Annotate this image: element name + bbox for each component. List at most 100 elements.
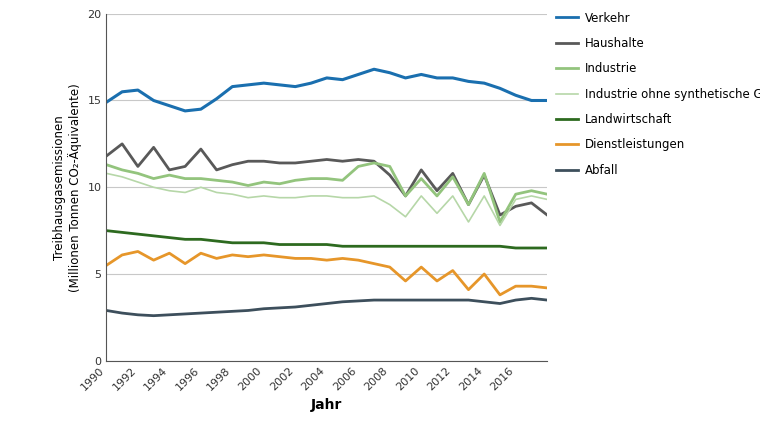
Verkehr [228, 84, 237, 89]
Industrie [322, 176, 331, 181]
Dienstleistungen [102, 263, 111, 268]
Verkehr [149, 98, 158, 103]
Landwirtschaft [464, 244, 473, 249]
Verkehr [543, 98, 552, 103]
Dienstleistungen [322, 257, 331, 263]
Verkehr [275, 82, 284, 88]
Haushalte [165, 167, 174, 172]
Verkehr [385, 70, 394, 75]
Haushalte [496, 213, 505, 218]
Verkehr [401, 75, 410, 81]
Verkehr [432, 75, 442, 81]
Line: Abfall: Abfall [106, 298, 547, 315]
Abfall [133, 312, 142, 317]
Landwirtschaft [196, 237, 205, 242]
Verkehr [243, 82, 252, 88]
Abfall [369, 297, 378, 303]
Industrie [448, 174, 458, 180]
Industrie [196, 176, 205, 181]
Line: Haushalte: Haushalte [106, 144, 547, 215]
Abfall [480, 299, 489, 304]
Landwirtschaft [416, 244, 426, 249]
Landwirtschaft [353, 244, 363, 249]
Haushalte [102, 154, 111, 159]
Landwirtschaft [385, 244, 394, 249]
Industrie [464, 202, 473, 207]
Haushalte [464, 202, 473, 207]
Industrie ohne synthetische Gase [212, 190, 221, 195]
Industrie [118, 167, 127, 172]
Industrie [369, 160, 378, 165]
Industrie [243, 183, 252, 188]
Industrie ohne synthetische Gase [464, 219, 473, 224]
Dienstleistungen [353, 257, 363, 263]
Industrie ohne synthetische Gase [228, 191, 237, 197]
Industrie ohne synthetische Gase [306, 193, 315, 198]
Industrie ohne synthetische Gase [181, 190, 190, 195]
Landwirtschaft [511, 246, 521, 251]
Abfall [353, 298, 363, 304]
Landwirtschaft [102, 228, 111, 233]
Landwirtschaft [448, 244, 458, 249]
Industrie [385, 164, 394, 169]
Haushalte [322, 157, 331, 162]
Abfall [322, 301, 331, 306]
Verkehr [527, 98, 536, 103]
Dienstleistungen [181, 261, 190, 266]
Dienstleistungen [369, 261, 378, 266]
Dienstleistungen [496, 292, 505, 297]
Industrie [291, 178, 300, 183]
Industrie ohne synthetische Gase [369, 193, 378, 198]
Haushalte [432, 188, 442, 193]
Abfall [448, 297, 458, 303]
Line: Industrie: Industrie [106, 163, 547, 222]
Abfall [102, 308, 111, 313]
Landwirtschaft [228, 240, 237, 246]
Industrie [212, 178, 221, 183]
Industrie ohne synthetische Gase [291, 195, 300, 200]
Industrie ohne synthetische Gase [133, 180, 142, 185]
Dienstleistungen [338, 256, 347, 261]
Industrie ohne synthetische Gase [511, 197, 521, 202]
Dienstleistungen [527, 283, 536, 289]
Abfall [228, 309, 237, 314]
Industrie ohne synthetische Gase [543, 197, 552, 202]
Haushalte [385, 172, 394, 178]
Industrie [527, 188, 536, 193]
Haushalte [353, 157, 363, 162]
Industrie [165, 172, 174, 178]
Y-axis label: Treibhausgasemissionen
(Millionen Tonnen CO₂-Äquivalente): Treibhausgasemissionen (Millionen Tonnen… [52, 83, 82, 292]
Dienstleistungen [401, 279, 410, 284]
Verkehr [448, 75, 458, 81]
Verkehr [416, 72, 426, 77]
Landwirtschaft [543, 246, 552, 251]
Landwirtschaft [165, 235, 174, 240]
Verkehr [165, 103, 174, 108]
Industrie ohne synthetische Gase [401, 214, 410, 220]
Industrie [181, 176, 190, 181]
Industrie ohne synthetische Gase [149, 185, 158, 190]
Abfall [527, 296, 536, 301]
Haushalte [291, 160, 300, 165]
Industrie ohne synthetische Gase [165, 188, 174, 193]
Haushalte [448, 171, 458, 176]
Landwirtschaft [291, 242, 300, 247]
Industrie [228, 180, 237, 185]
Industrie ohne synthetische Gase [118, 174, 127, 180]
Verkehr [259, 81, 268, 86]
Haushalte [275, 160, 284, 165]
Dienstleistungen [118, 252, 127, 257]
Abfall [511, 297, 521, 303]
Verkehr [118, 89, 127, 95]
Dienstleistungen [464, 287, 473, 292]
Landwirtschaft [306, 242, 315, 247]
Dienstleistungen [259, 252, 268, 257]
Industrie ohne synthetische Gase [102, 171, 111, 176]
Industrie ohne synthetische Gase [338, 195, 347, 200]
Verkehr [306, 81, 315, 86]
Haushalte [228, 162, 237, 167]
Verkehr [291, 84, 300, 89]
Abfall [149, 313, 158, 318]
Abfall [243, 308, 252, 313]
Abfall [196, 311, 205, 316]
